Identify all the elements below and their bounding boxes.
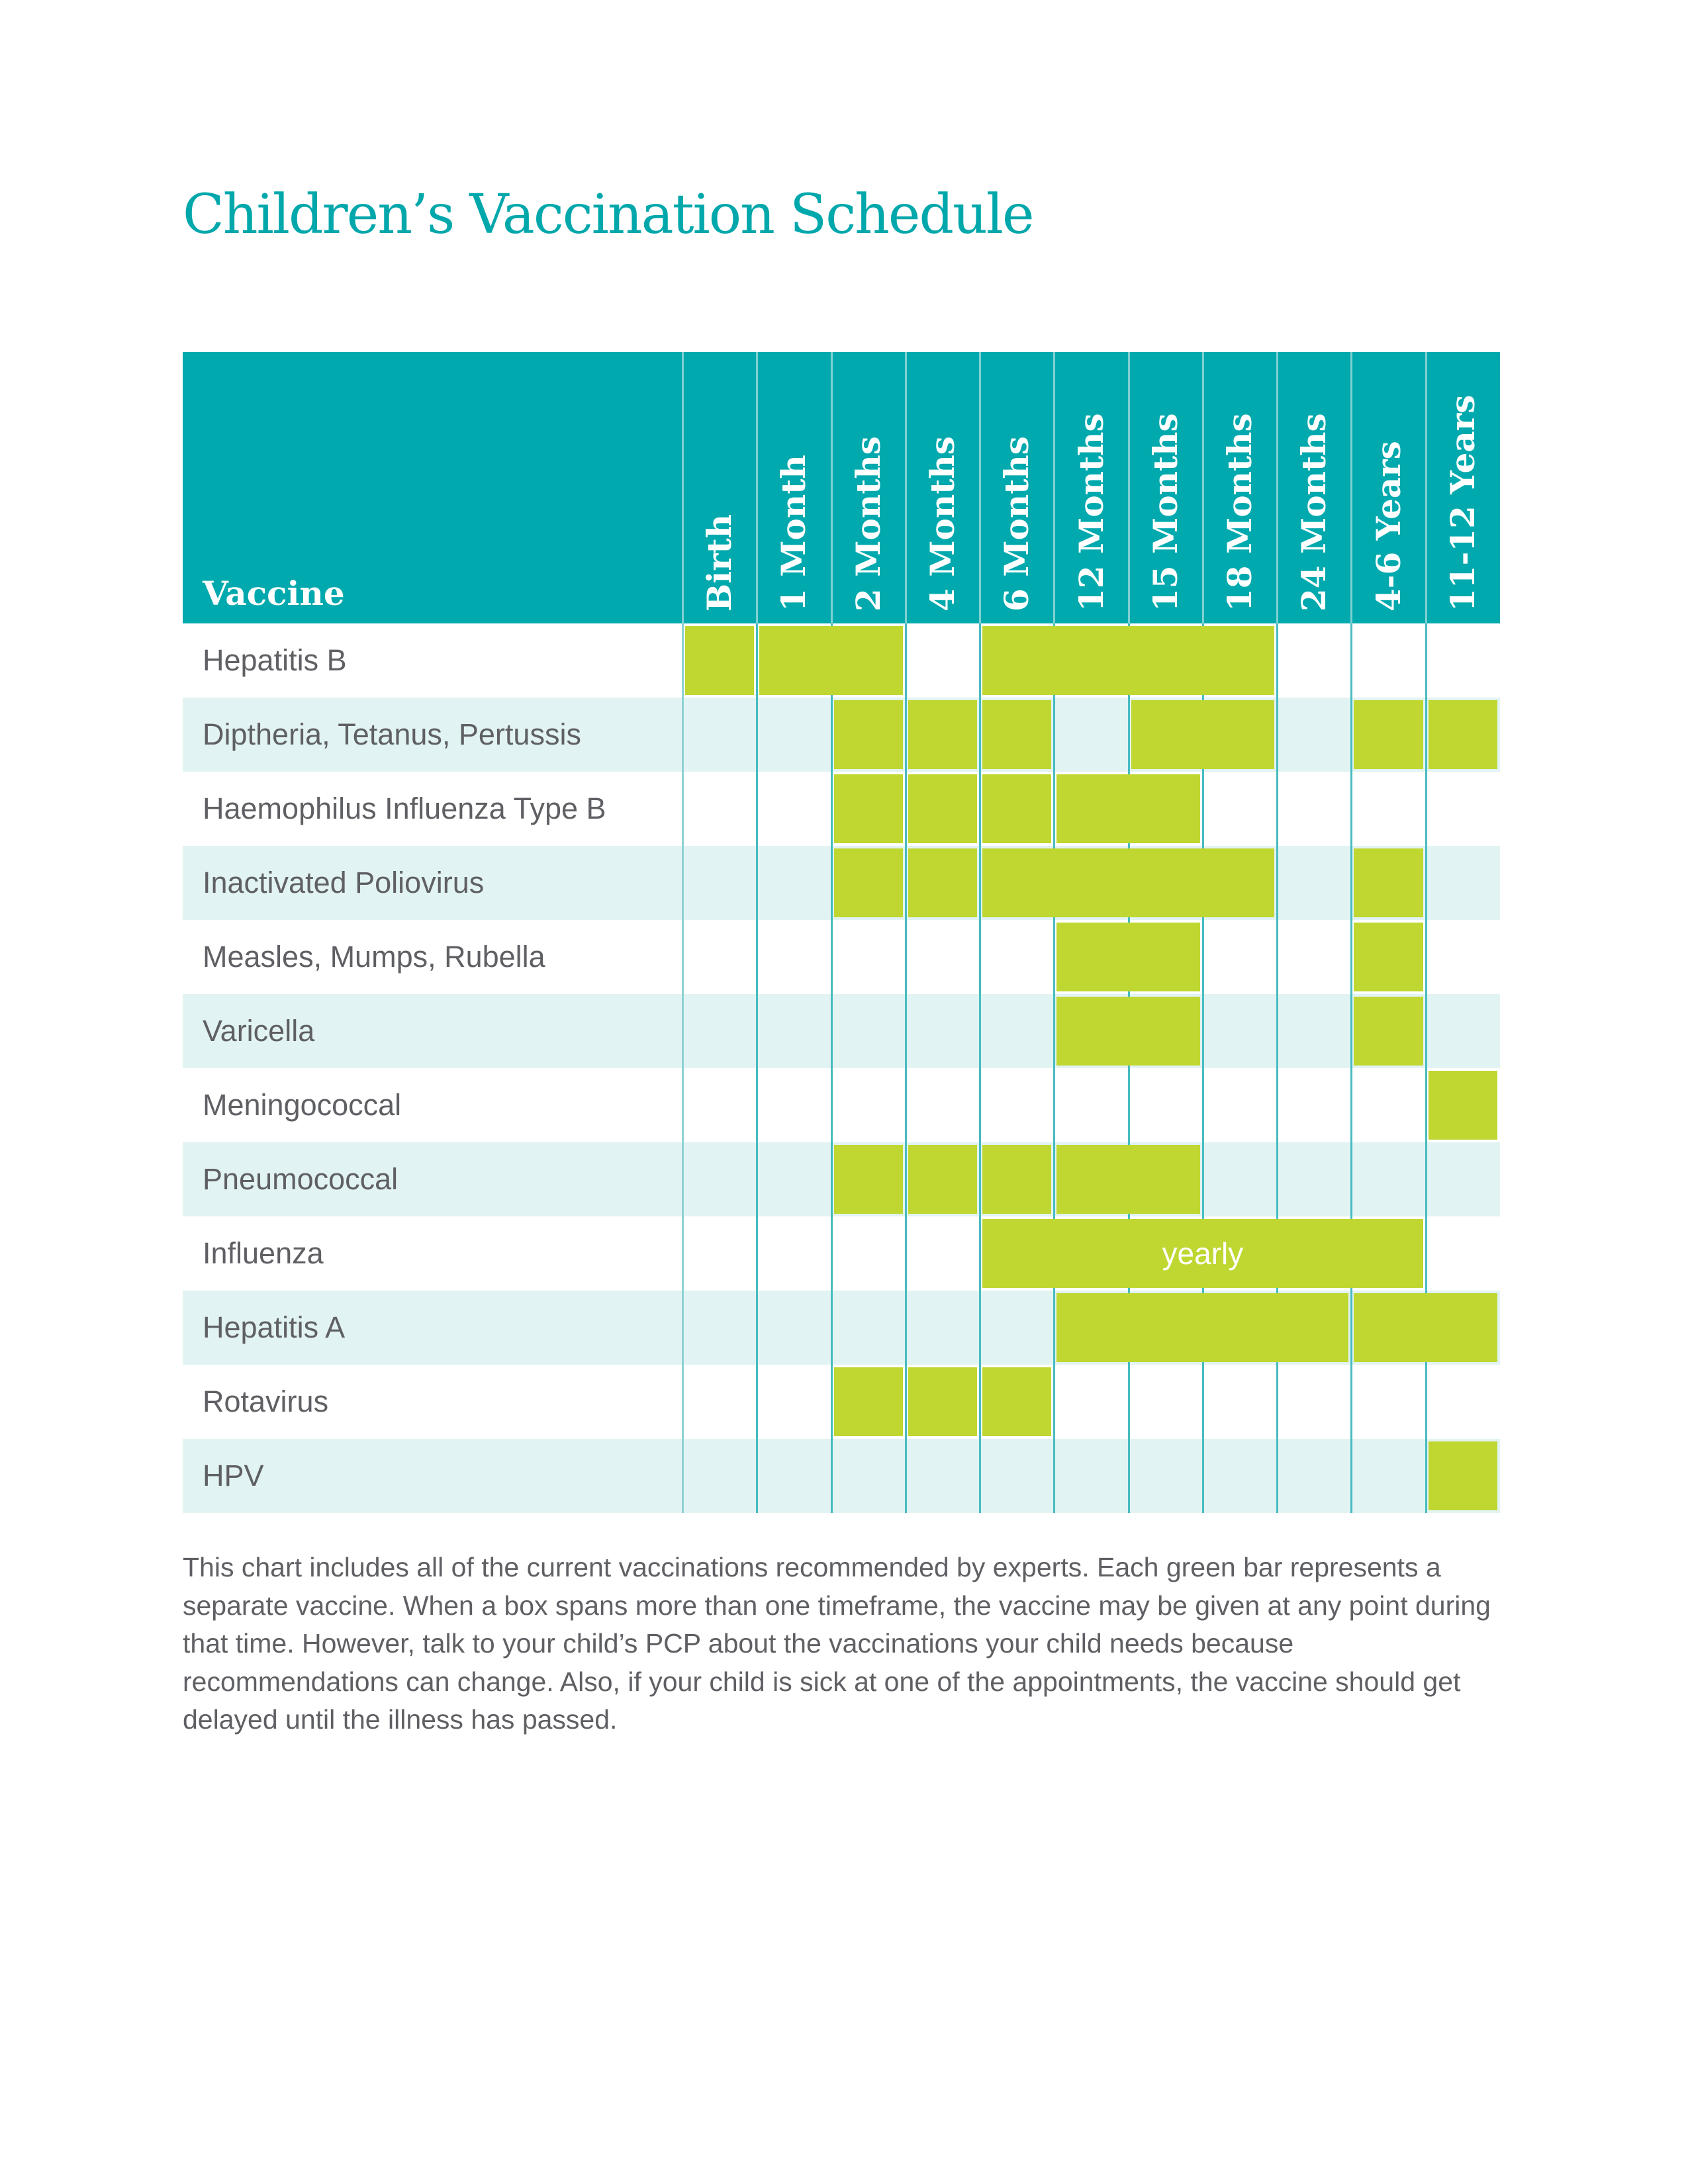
dose-bar-inactivated-poliovirus [1354,848,1423,917]
table-row [183,994,1500,1068]
header-divider [1425,352,1427,623]
table-row [183,1068,1500,1142]
vaccine-name-influenza: Influenza [203,1236,324,1270]
dose-bar-pneumococcal [982,1145,1052,1214]
age-header-11-12-years: 11-12 Years [1442,394,1482,612]
dose-bar-meningococcal [1428,1071,1497,1140]
dose-bar-hepatitis-b [759,626,903,695]
dose-bar-hepatitis-a [1056,1293,1349,1362]
column-divider [682,352,684,1513]
vaccination-schedule-table: Vaccine Birth 1 Month 2 Months 4 Months 6 Mo… [183,352,1500,1513]
age-header-24-months: 24 Months [1294,413,1334,612]
header-divider [756,352,759,623]
dose-bar-diptheria-tetanus-pertussis [1428,700,1497,769]
dose-bar-varicella [1354,997,1423,1066]
dose-bar-haemophilus-influenza-type-b [833,774,903,843]
dose-bar-varicella [1056,997,1200,1066]
dose-bar-pneumococcal [833,1145,903,1214]
header-divider [1053,352,1056,623]
vaccine-name-hpv: HPV [203,1459,264,1492]
dose-bar-pneumococcal [1056,1145,1200,1214]
age-header-1-month: 1 Month [774,455,814,612]
header-divider [1201,352,1204,623]
vaccine-name-hepatitis-a: Hepatitis A [203,1310,346,1344]
dose-bar-diptheria-tetanus-pertussis [1354,700,1423,769]
dose-bar-diptheria-tetanus-pertussis [908,700,978,769]
vaccine-name-varicella: Varicella [203,1014,315,1048]
header-divider [904,352,907,623]
dose-bar-rotavirus [908,1367,978,1436]
age-header-18-months: 18 Months [1220,413,1260,612]
age-header-4-months: 4 Months [922,436,962,612]
dose-bar-hpv [1428,1441,1497,1510]
dose-bar-hepatitis-a [1354,1293,1497,1362]
vaccine-name-haemophilus-influenza-type-b: Haemophilus Influenza Type B [203,792,606,825]
vaccine-name-meningococcal: Meningococcal [203,1088,402,1122]
age-header-2-months: 2 Months [848,436,888,612]
dose-bar-haemophilus-influenza-type-b [908,774,978,843]
column-divider [1350,352,1353,1513]
header-divider [1350,352,1353,623]
age-header-4-6-years: 4-6 Years [1368,441,1408,612]
dose-bar-measles-mumps-rubella [1056,923,1200,991]
dose-bar-hepatitis-b [685,626,755,695]
header-divider [979,352,982,623]
header-divider [1127,352,1130,623]
column-divider [756,352,759,1513]
dose-bar-diptheria-tetanus-pertussis [833,700,903,769]
dose-bar-pneumococcal [908,1145,978,1214]
column-divider [1425,352,1427,1513]
footnote: This chart includes all of the current v… [183,1552,1491,1735]
column-divider [979,352,982,1513]
column-divider [1053,352,1056,1513]
dose-bar-inactivated-poliovirus [833,848,903,917]
vaccine-name-measles-mumps-rubella: Measles, Mumps, Rubella [203,940,545,974]
dose-bar-diptheria-tetanus-pertussis [982,700,1052,769]
column-divider [1201,352,1204,1513]
age-header-15-months: 15 Months [1145,413,1185,612]
column-divider [830,352,833,1513]
dose-bar-influenza: yearly [982,1219,1423,1288]
page-title: Children’s Vaccination Schedule [183,183,1035,246]
dose-bar-rotavirus [833,1367,903,1436]
age-header-6-months: 6 Months [997,436,1037,612]
dose-bar-hepatitis-b [982,626,1275,695]
age-header-birth: Birth [700,514,739,612]
column-divider [904,352,907,1513]
vaccine-name-rotavirus: Rotavirus [203,1385,329,1418]
age-header-12-months: 12 Months [1071,413,1111,612]
vaccine-name-pneumococcal: Pneumococcal [203,1162,399,1196]
dose-bar-rotavirus [982,1367,1052,1436]
dose-bar-measles-mumps-rubella [1354,923,1423,991]
dose-bar-diptheria-tetanus-pertussis [1131,700,1275,769]
dose-bar-inactivated-poliovirus [982,848,1275,917]
vaccine-name-diptheria-tetanus-pertussis: Diptheria, Tetanus, Pertussis [203,717,581,751]
column-divider [1276,352,1279,1513]
table-header [183,352,1500,623]
vaccine-column-header: Vaccine [203,574,345,613]
vaccine-name-inactivated-poliovirus: Inactivated Poliovirus [203,866,485,899]
dose-bar-label: yearly [1162,1236,1244,1271]
header-divider [682,352,684,623]
dose-bar-inactivated-poliovirus [908,848,978,917]
table-row [183,1439,1500,1513]
header-divider [830,352,833,623]
header-divider [1276,352,1279,623]
dose-bar-haemophilus-influenza-type-b [1056,774,1200,843]
vaccine-name-hepatitis-b: Hepatitis B [203,643,347,677]
table-row [183,920,1500,994]
dose-bar-haemophilus-influenza-type-b [982,774,1052,843]
